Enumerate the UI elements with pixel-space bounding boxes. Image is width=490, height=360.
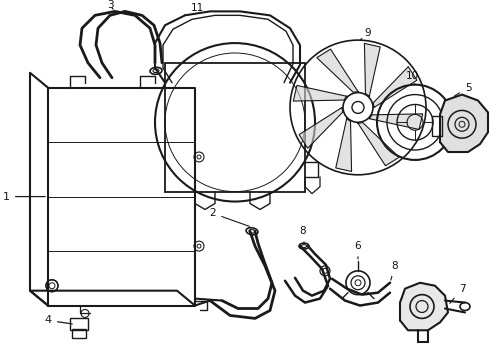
Text: 2: 2	[210, 208, 249, 226]
Text: 7: 7	[450, 284, 465, 303]
Bar	[72, 329, 86, 338]
Polygon shape	[294, 85, 347, 101]
Text: 10: 10	[405, 71, 418, 85]
Text: 11: 11	[185, 3, 204, 14]
Polygon shape	[440, 95, 488, 152]
Bar	[70, 318, 88, 330]
Polygon shape	[358, 123, 399, 166]
Polygon shape	[400, 283, 448, 330]
Text: 1: 1	[3, 192, 45, 202]
Text: 8: 8	[300, 226, 306, 242]
Polygon shape	[317, 49, 358, 92]
Polygon shape	[299, 107, 343, 148]
Text: 9: 9	[360, 28, 371, 40]
Text: 6: 6	[355, 241, 361, 259]
Text: 5: 5	[454, 83, 471, 96]
Text: 3: 3	[107, 0, 113, 10]
Bar	[432, 116, 442, 136]
Polygon shape	[369, 114, 423, 130]
Polygon shape	[373, 67, 417, 107]
Text: 8: 8	[391, 261, 398, 280]
Polygon shape	[365, 44, 380, 96]
Polygon shape	[336, 119, 351, 171]
Bar	[165, 63, 305, 192]
Text: 4: 4	[45, 315, 72, 325]
Circle shape	[320, 266, 330, 276]
